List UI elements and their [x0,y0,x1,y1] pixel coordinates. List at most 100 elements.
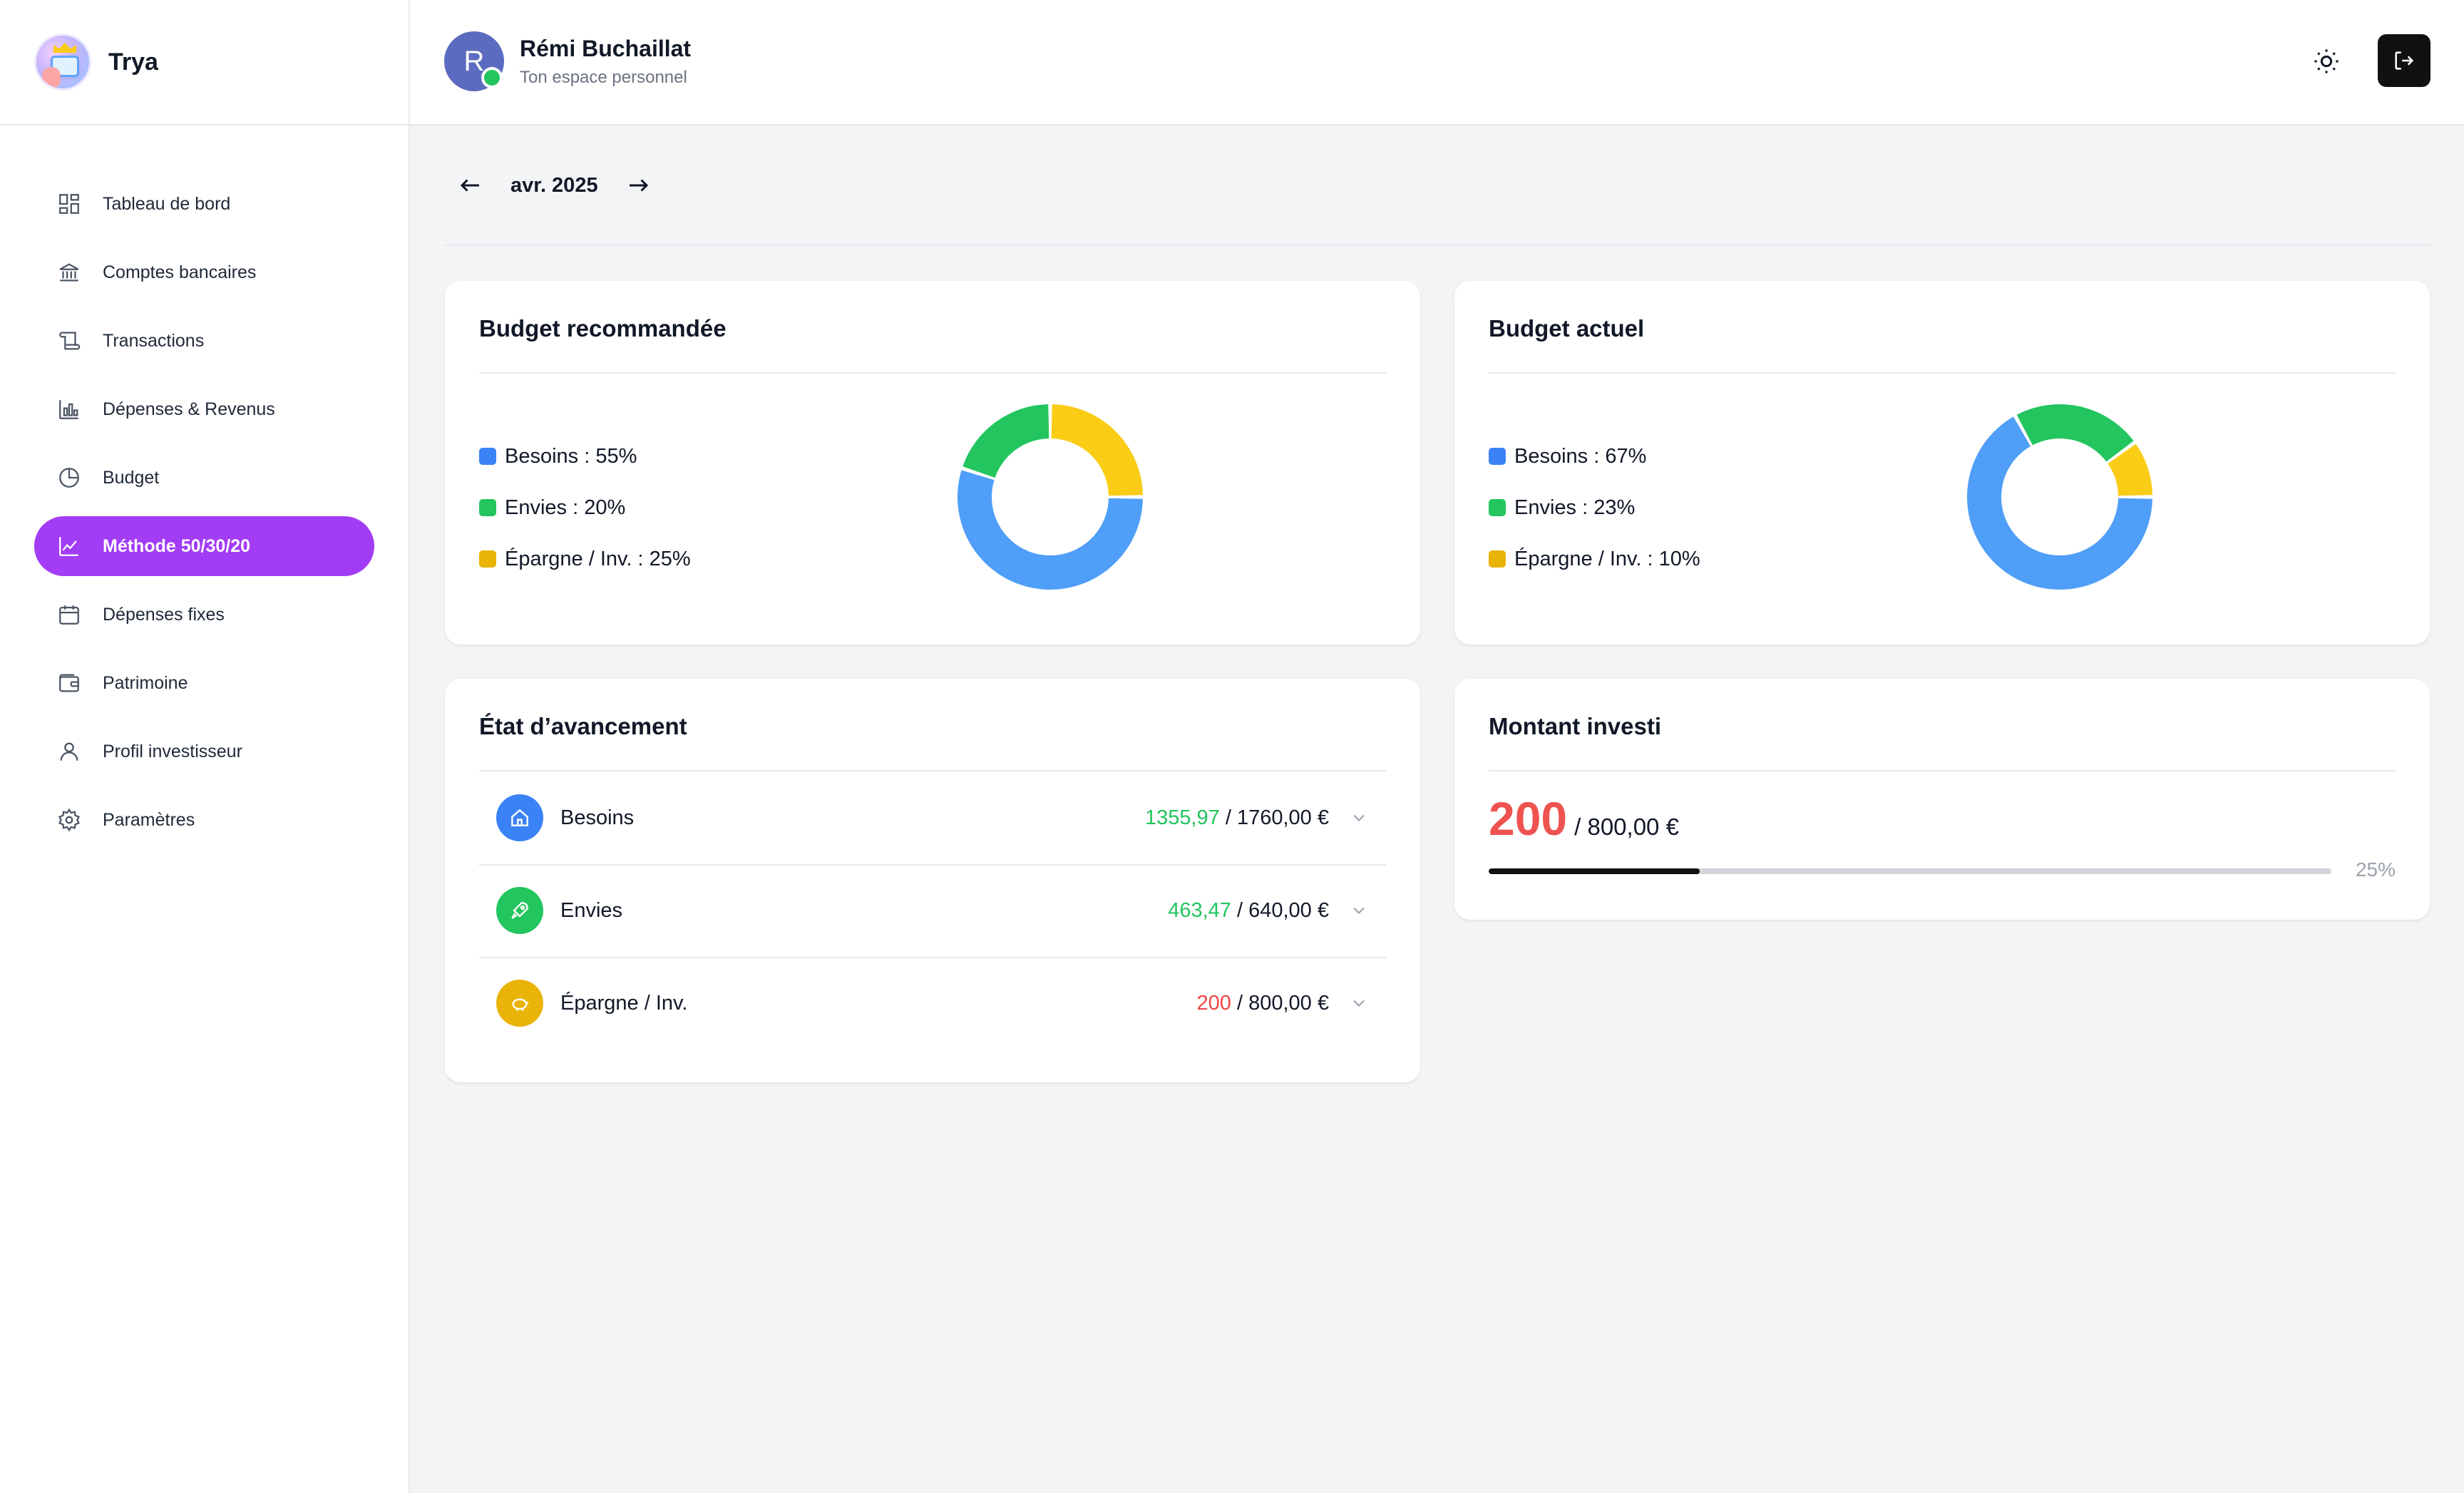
progress-row-amount: 200 / 800,00 € [1197,992,1329,1015]
progress-row-label: Épargne / Inv. [560,991,688,1015]
progress-card: État d’avancement Besoins 1355,97 / 1760… [445,679,1420,1082]
sidebar: Trya Tableau de bord Comptes bancaires T… [0,0,410,1493]
progress-row-besoins[interactable]: Besoins 1355,97 / 1760,00 € [479,771,1386,864]
sidebar-item-patrimoine[interactable]: Patrimoine [34,653,374,713]
sidebar-item-transactions[interactable]: Transactions [34,311,374,371]
sidebar-item-tableau-de-bord[interactable]: Tableau de bord [34,174,374,234]
sidebar-nav: Tableau de bord Comptes bancaires Transa… [0,125,409,850]
card-divider [479,770,1386,771]
legend-item-epargne: Épargne / Inv. : 25% [479,533,691,585]
avatar[interactable]: R [444,31,504,91]
section-divider [445,245,2430,246]
recommended-legend: Besoins : 55% Envies : 20% Épargne / Inv… [479,431,691,585]
card-title: Montant investi [1489,713,1662,739]
spent-amount: 463,47 [1168,898,1231,922]
progress-row-amount: 463,47 / 640,00 € [1168,899,1329,923]
sidebar-item-depenses-fixes[interactable]: Dépenses fixes [34,585,374,645]
sidebar-item-comptes-bancaires[interactable]: Comptes bancaires [34,242,374,302]
card-divider [1489,372,2396,374]
piggy-bank-icon [496,980,543,1027]
rocket-icon [496,887,543,934]
month-label: avr. 2025 [510,173,598,197]
investment-progress-fill [1489,868,1700,874]
legend-item-besoins: Besoins : 67% [1489,431,1700,482]
invested-amount: 200 [1489,792,1568,845]
sidebar-item-profil-investisseur[interactable]: Profil investisseur [34,722,374,781]
sidebar-item-label: Transactions [103,330,205,351]
legend-label: Besoins : 67% [1514,444,1647,468]
investment-amount-line: 200 / 800,00 € [1489,791,1679,846]
legend-swatch [1489,448,1506,465]
user-name: Rémi Buchaillat [520,36,692,61]
brand[interactable]: Trya [0,0,409,125]
chevron-down-icon[interactable] [1349,808,1369,828]
top-header: R Rémi Buchaillat Ton espace personnel [410,0,2464,125]
sidebar-item-label: Profil investisseur [103,741,242,761]
card-title: Budget recommandée [479,315,727,342]
investment-progress-bar [1489,868,2331,874]
spent-amount: 200 [1196,991,1231,1015]
sidebar-item-label: Dépenses fixes [103,604,225,625]
logout-button[interactable] [2378,34,2430,87]
gear-icon [57,808,81,832]
legend-swatch [479,550,496,568]
scroll-icon [57,329,81,353]
total-amount: / 800,00 € [1231,991,1329,1015]
total-amount: / 640,00 € [1231,898,1329,922]
sun-icon [2314,49,2339,73]
online-status-dot [481,67,503,88]
legend-swatch [1489,550,1506,568]
progress-row-envies[interactable]: Envies 463,47 / 640,00 € [479,864,1386,957]
pie-chart-icon [57,466,81,490]
chevron-down-icon[interactable] [1349,993,1369,1013]
legend-swatch [479,499,496,516]
legend-item-epargne: Épargne / Inv. : 10% [1489,533,1700,585]
legend-label: Envies : 20% [505,496,626,519]
user-subtitle: Ton espace personnel [520,68,687,87]
row-divider [479,957,1386,958]
row-divider [479,864,1386,866]
arrow-left-icon [460,179,479,192]
previous-month-button[interactable] [456,171,485,200]
brand-name: Trya [108,48,158,76]
sidebar-item-label: Paramètres [103,809,195,830]
donut-slice-epargne[interactable] [1051,404,1143,496]
sidebar-item-depenses-revenus[interactable]: Dépenses & Revenus [34,379,374,439]
current-donut-chart[interactable] [1963,401,2156,593]
sidebar-item-methode-50-30-20[interactable]: Méthode 50/30/20 [34,516,374,576]
user-icon [57,739,81,764]
bank-icon [57,260,81,284]
next-month-button[interactable] [624,171,652,200]
progress-row-label: Envies [560,898,623,922]
investment-percent: 25% [2355,858,2396,881]
sidebar-item-parametres[interactable]: Paramètres [34,790,374,850]
arrow-right-icon [629,179,648,192]
sidebar-item-label: Patrimoine [103,672,188,693]
legend-item-besoins: Besoins : 55% [479,431,691,482]
donut-slice-besoins[interactable] [958,470,1143,590]
sidebar-item-label: Comptes bancaires [103,262,257,282]
sidebar-item-label: Dépenses & Revenus [103,399,275,419]
card-divider [1489,770,2396,771]
total-amount: / 1760,00 € [1219,806,1329,829]
spent-amount: 1355,97 [1144,806,1220,829]
card-title: État d’avancement [479,713,687,739]
theme-toggle-button[interactable] [2312,47,2341,76]
recommended-donut-chart[interactable] [954,401,1146,593]
legend-label: Épargne / Inv. : 25% [505,547,691,570]
donut-slice-envies[interactable] [962,404,1049,478]
logout-icon [2395,51,2414,70]
donut-slice-envies[interactable] [2016,404,2134,462]
donut-slice-epargne[interactable] [2108,443,2152,496]
card-title: Budget actuel [1489,315,1645,342]
calendar-icon [57,602,81,627]
card-divider [479,372,1386,374]
legend-item-envies: Envies : 23% [1489,482,1700,533]
donut-slice-besoins[interactable] [1967,416,2152,590]
progress-row-amount: 1355,97 / 1760,00 € [1145,806,1329,830]
sidebar-item-budget[interactable]: Budget [34,448,374,508]
chevron-down-icon[interactable] [1349,901,1369,920]
line-chart-icon [57,534,81,558]
current-legend: Besoins : 67% Envies : 23% Épargne / Inv… [1489,431,1700,585]
progress-row-epargne[interactable]: Épargne / Inv. 200 / 800,00 € [479,957,1386,1050]
